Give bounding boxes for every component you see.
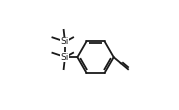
Text: Si: Si	[61, 37, 69, 46]
Text: Si: Si	[61, 53, 69, 62]
